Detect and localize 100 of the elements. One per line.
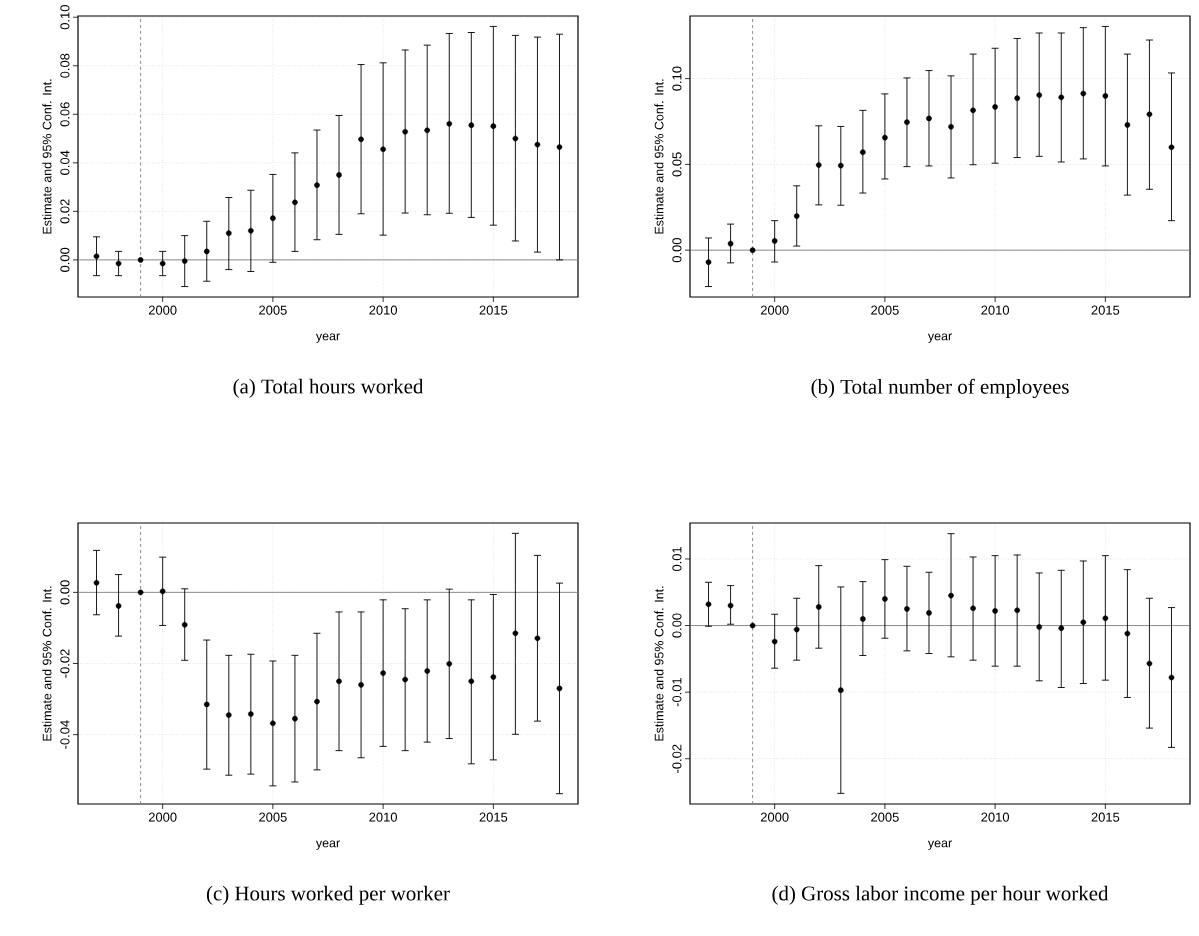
- y-tick-label: 0.00: [672, 238, 682, 263]
- point: [292, 199, 298, 206]
- y-tick-label: 0.10: [60, 5, 70, 30]
- point: [1102, 93, 1109, 99]
- x-tick-label: 2010: [369, 305, 398, 315]
- point: [1168, 674, 1175, 681]
- y-tick-label: 0.05: [672, 152, 682, 177]
- point: [860, 149, 866, 156]
- point: [815, 604, 822, 610]
- y-axis-title: Estimate and 95% Conf. Int.: [42, 79, 52, 234]
- y-axis-title: Estimate and 95% Conf. Int.: [654, 586, 664, 741]
- point: [270, 215, 276, 221]
- point: [1080, 90, 1087, 97]
- point: [793, 213, 800, 219]
- point: [314, 698, 320, 705]
- point: [446, 661, 453, 667]
- x-tick-label: 2005: [871, 812, 899, 822]
- point: [336, 678, 342, 685]
- x-tick-label: 2005: [259, 812, 287, 822]
- point: [468, 678, 475, 685]
- point: [705, 259, 712, 265]
- point: [226, 230, 232, 236]
- x-tick-label: 2015: [1091, 305, 1120, 315]
- point: [358, 682, 364, 688]
- point: [93, 253, 100, 260]
- point: [1014, 607, 1020, 614]
- point: [512, 135, 519, 142]
- point: [1102, 615, 1109, 622]
- point: [556, 685, 563, 692]
- x-axis-title: year: [315, 840, 340, 850]
- point: [860, 616, 866, 622]
- point: [248, 227, 254, 234]
- point: [727, 240, 734, 247]
- y-tick-label: 0.06: [60, 102, 70, 127]
- point: [1058, 94, 1065, 101]
- x-axis-title: year: [927, 840, 952, 850]
- point: [181, 258, 188, 264]
- y-tick-label: 0.02: [60, 199, 70, 224]
- point: [970, 107, 976, 114]
- point: [882, 596, 888, 602]
- point: [904, 606, 910, 612]
- point: [336, 172, 342, 178]
- text: (d) Gross labor income per hour worked: [772, 885, 1109, 905]
- point: [1146, 660, 1153, 667]
- point: [270, 720, 276, 727]
- point: [468, 122, 475, 128]
- point: [159, 260, 166, 267]
- y-axis-title: Estimate and 95% Conf. Int.: [654, 79, 664, 234]
- point: [793, 626, 800, 633]
- x-tick-label: 2010: [981, 812, 1010, 822]
- y-tick-label: -0.01: [672, 678, 682, 707]
- x-tick-label: 2005: [259, 305, 287, 315]
- x-tick-label: 2010: [981, 305, 1010, 315]
- point: [705, 601, 712, 608]
- point: [137, 589, 144, 596]
- point: [93, 579, 100, 586]
- x-tick-label: 2015: [1091, 812, 1120, 822]
- point: [446, 120, 453, 127]
- point: [1080, 619, 1087, 626]
- y-tick-label: 0.01: [672, 546, 682, 572]
- point: [1124, 630, 1131, 637]
- point: [838, 687, 844, 693]
- point: [424, 127, 431, 134]
- point: [948, 124, 954, 130]
- point: [380, 146, 386, 153]
- x-tick-label: 2000: [760, 812, 789, 822]
- x-tick-label: 2010: [369, 812, 398, 822]
- y-tick-label: 0.10: [672, 66, 682, 91]
- x-tick-label: 2000: [148, 812, 177, 822]
- point: [926, 610, 932, 616]
- point: [181, 621, 188, 628]
- point: [159, 588, 166, 595]
- y-tick-label: 0.00: [672, 613, 682, 638]
- y-tick-label: 0.04: [60, 150, 70, 175]
- point: [203, 701, 210, 708]
- x-axis-title: year: [315, 333, 340, 343]
- point: [992, 608, 998, 614]
- y-tick-label: -0.04: [60, 720, 70, 749]
- x-tick-label: 2005: [871, 305, 899, 315]
- point: [1014, 95, 1020, 101]
- point: [402, 676, 408, 683]
- point: [992, 104, 998, 110]
- point: [490, 674, 497, 680]
- point: [1036, 624, 1043, 630]
- point: [534, 635, 541, 642]
- y-tick-label: 0.00: [60, 247, 70, 272]
- point: [203, 248, 210, 255]
- text: (c) Hours worked per worker: [206, 885, 450, 905]
- point: [424, 668, 431, 674]
- point: [1146, 111, 1153, 118]
- point: [226, 712, 232, 718]
- point: [512, 630, 519, 637]
- point: [137, 257, 144, 263]
- point: [292, 715, 298, 722]
- text: (b) Total number of employees: [811, 378, 1069, 399]
- point: [490, 123, 497, 129]
- x-tick-label: 2015: [479, 812, 508, 822]
- x-tick-label: 2015: [479, 305, 508, 315]
- y-tick-label: -0.02: [60, 649, 70, 678]
- x-tick-label: 2000: [148, 305, 177, 315]
